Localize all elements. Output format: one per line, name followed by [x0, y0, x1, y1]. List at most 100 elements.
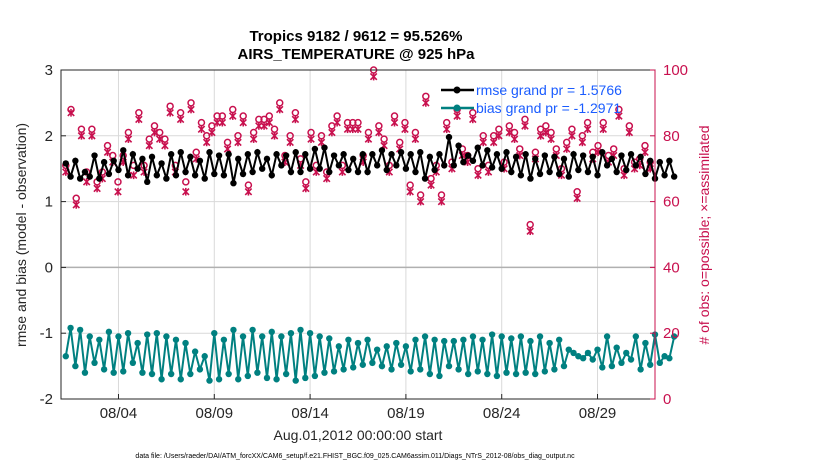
rmse-marker — [426, 153, 434, 161]
y2-tick-label: 80 — [663, 128, 680, 145]
rmse-marker — [498, 165, 505, 172]
bias-marker — [584, 349, 592, 357]
rmse-marker — [249, 168, 256, 176]
rmse-marker — [258, 165, 266, 172]
bias-marker — [527, 337, 534, 345]
obs-assimilated-marker — [406, 187, 414, 196]
bias-marker — [560, 362, 568, 370]
obs-assimilated-marker — [218, 118, 227, 127]
rmse-marker — [72, 157, 79, 165]
rmse-marker — [316, 165, 323, 172]
obs-assimilated-marker — [390, 118, 399, 127]
bias-marker — [503, 369, 510, 376]
rmse-marker — [282, 152, 290, 159]
rmse-marker — [239, 170, 247, 178]
rmse-marker — [421, 175, 429, 182]
obs-assimilated-marker — [364, 135, 373, 143]
obs-assimilated-marker — [317, 138, 326, 147]
bias-marker — [172, 336, 180, 343]
bias-marker — [642, 339, 649, 347]
bias-marker — [421, 333, 429, 340]
bias-marker — [613, 344, 620, 351]
bias-marker — [570, 349, 577, 357]
legend-bias-label: bias grand pr = -1.2971 — [476, 100, 621, 116]
y-tick-label: 3 — [45, 62, 53, 79]
x-tick-label: 08/14 — [291, 405, 329, 422]
rmse-marker — [254, 149, 261, 156]
legend-rmse-marker — [453, 86, 461, 94]
obs-assimilated-marker — [155, 135, 164, 143]
obs-assimilated-marker — [547, 135, 555, 143]
rmse-marker — [273, 151, 280, 158]
obs-assimilated-marker — [375, 128, 383, 137]
bias-marker — [532, 370, 539, 378]
rmse-marker — [364, 168, 371, 176]
bias-marker — [469, 333, 477, 340]
bias-marker — [211, 330, 218, 337]
rmse-marker — [541, 152, 549, 159]
rmse-marker — [86, 173, 93, 180]
rmse-marker — [297, 168, 304, 176]
obs-assimilated-marker — [469, 115, 477, 124]
obs-assimilated-marker — [479, 138, 487, 147]
obs-assimilated-marker — [103, 148, 112, 157]
obs-assimilated-marker — [291, 115, 300, 124]
y2-axis-label: # of obs: o=possible; ×=assimilated — [696, 125, 712, 344]
rmse-series — [62, 133, 678, 187]
bias-marker — [115, 333, 122, 340]
obs-assimilated-marker — [77, 131, 86, 140]
bias-marker — [551, 366, 558, 373]
bias-marker — [96, 336, 103, 343]
rmse-marker — [488, 164, 496, 171]
bias-marker — [235, 376, 242, 383]
bias-marker — [484, 370, 491, 378]
rmse-marker — [464, 152, 472, 159]
bias-marker — [627, 356, 635, 363]
bias-marker — [464, 370, 472, 378]
rmse-marker — [278, 162, 285, 169]
bias-marker — [455, 366, 462, 373]
rmse-marker — [551, 153, 558, 161]
rmse-marker — [579, 152, 587, 159]
plot-area — [60, 66, 678, 400]
rmse-marker — [96, 175, 103, 182]
rmse-marker — [67, 173, 74, 180]
bias-marker — [100, 366, 108, 373]
bias-marker — [623, 349, 630, 357]
bias-marker — [426, 370, 434, 378]
rmse-marker — [110, 157, 117, 165]
obs-assimilated-marker — [416, 197, 425, 206]
rmse-marker — [359, 151, 366, 158]
bias-marker — [603, 333, 611, 340]
rmse-marker — [484, 147, 491, 154]
rmse-marker — [575, 166, 582, 174]
rmse-marker — [642, 170, 649, 178]
rmse-marker — [503, 149, 510, 156]
obs-assimilated-marker — [82, 178, 91, 186]
bias-marker — [388, 366, 395, 373]
bias-marker — [316, 333, 323, 340]
obs-assimilated-marker — [328, 128, 336, 137]
rmse-marker — [91, 152, 98, 159]
obs-assimilated-marker — [369, 72, 378, 81]
rmse-marker — [196, 157, 204, 165]
bias-marker — [67, 324, 74, 332]
bias-marker — [445, 362, 453, 370]
bias-marker — [661, 353, 668, 360]
obs-assimilated-marker — [202, 138, 211, 147]
y-tick-label: -2 — [40, 391, 53, 408]
rmse-marker — [134, 165, 141, 172]
bias-marker — [407, 368, 414, 375]
obs-assimilated-marker — [453, 112, 461, 120]
rmse-marker — [594, 172, 601, 179]
y-axis-right: 100 80 60 40 20 0 — [650, 62, 688, 408]
rmse-marker — [120, 147, 127, 154]
obs-assimilated-marker — [129, 171, 138, 180]
obs-assimilated-marker — [437, 197, 446, 206]
obs-assimilated-marker — [302, 184, 310, 193]
bias-marker — [91, 359, 98, 367]
rmse-marker — [450, 162, 458, 169]
obs-assimilated-marker — [234, 138, 242, 147]
rmse-marker — [417, 149, 424, 156]
obs-assimilated-marker — [599, 125, 608, 134]
